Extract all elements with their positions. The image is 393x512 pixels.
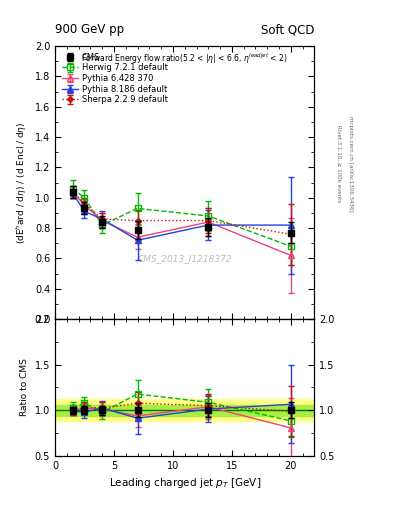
- Text: mcplots.cern.ch [arXiv:1306.3436]: mcplots.cern.ch [arXiv:1306.3436]: [348, 116, 353, 211]
- Text: 900 GeV pp: 900 GeV pp: [55, 23, 124, 36]
- Text: Forward Energy flow ratio(5.2 < |$\eta$| < 6.6, $\eta^{leadjet}$ < 2): Forward Energy flow ratio(5.2 < |$\eta$|…: [81, 52, 288, 66]
- Text: Rivet 3.1.10, ≥ 100k events: Rivet 3.1.10, ≥ 100k events: [336, 125, 341, 202]
- Y-axis label: Ratio to CMS: Ratio to CMS: [20, 358, 29, 416]
- Text: CMS_2013_I1218372: CMS_2013_I1218372: [138, 254, 232, 264]
- Y-axis label: (dE$^h$ard / d$\eta$) / (d Encl / d$\eta$): (dE$^h$ard / d$\eta$) / (d Encl / d$\eta…: [15, 121, 29, 244]
- X-axis label: Leading charged jet $p_T$ [GeV]: Leading charged jet $p_T$ [GeV]: [108, 476, 261, 490]
- Legend: CMS, Herwig 7.2.1 default, Pythia 6.428 370, Pythia 8.186 default, Sherpa 2.2.9 : CMS, Herwig 7.2.1 default, Pythia 6.428 …: [58, 50, 171, 108]
- Text: Soft QCD: Soft QCD: [261, 23, 314, 36]
